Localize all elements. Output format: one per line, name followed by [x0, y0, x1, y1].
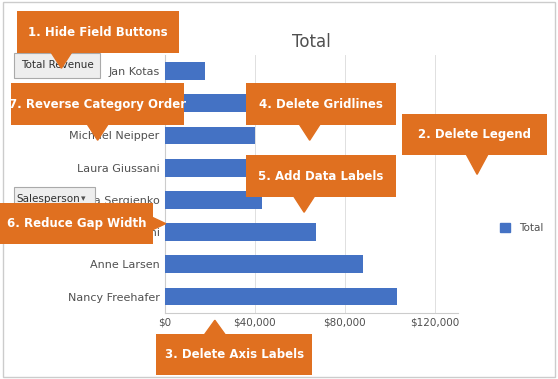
Bar: [165, 127, 255, 144]
Text: 4. Delete Gridlines: 4. Delete Gridlines: [259, 98, 383, 111]
Bar: [165, 288, 397, 305]
Text: 1. Hide Field Buttons: 1. Hide Field Buttons: [28, 26, 167, 39]
Text: 7. Reverse Category Order: 7. Reverse Category Order: [9, 98, 186, 111]
Bar: [165, 159, 259, 177]
Text: 2. Delete Legend: 2. Delete Legend: [418, 128, 531, 141]
Text: Total Revenue: Total Revenue: [21, 60, 94, 70]
Text: 3. Delete Axis Labels: 3. Delete Axis Labels: [165, 348, 304, 361]
Title: Total: Total: [292, 33, 330, 51]
Bar: [165, 94, 250, 112]
Text: Salesperson: Salesperson: [16, 194, 80, 204]
Text: 5. Add Data Labels: 5. Add Data Labels: [258, 170, 383, 183]
Text: 6. Reduce Gap Width: 6. Reduce Gap Width: [7, 217, 147, 230]
Text: ▾: ▾: [80, 194, 85, 203]
Bar: [165, 191, 262, 209]
Bar: [165, 223, 316, 241]
Legend: Total: Total: [496, 219, 547, 237]
Bar: [165, 62, 205, 80]
Bar: [165, 255, 363, 273]
